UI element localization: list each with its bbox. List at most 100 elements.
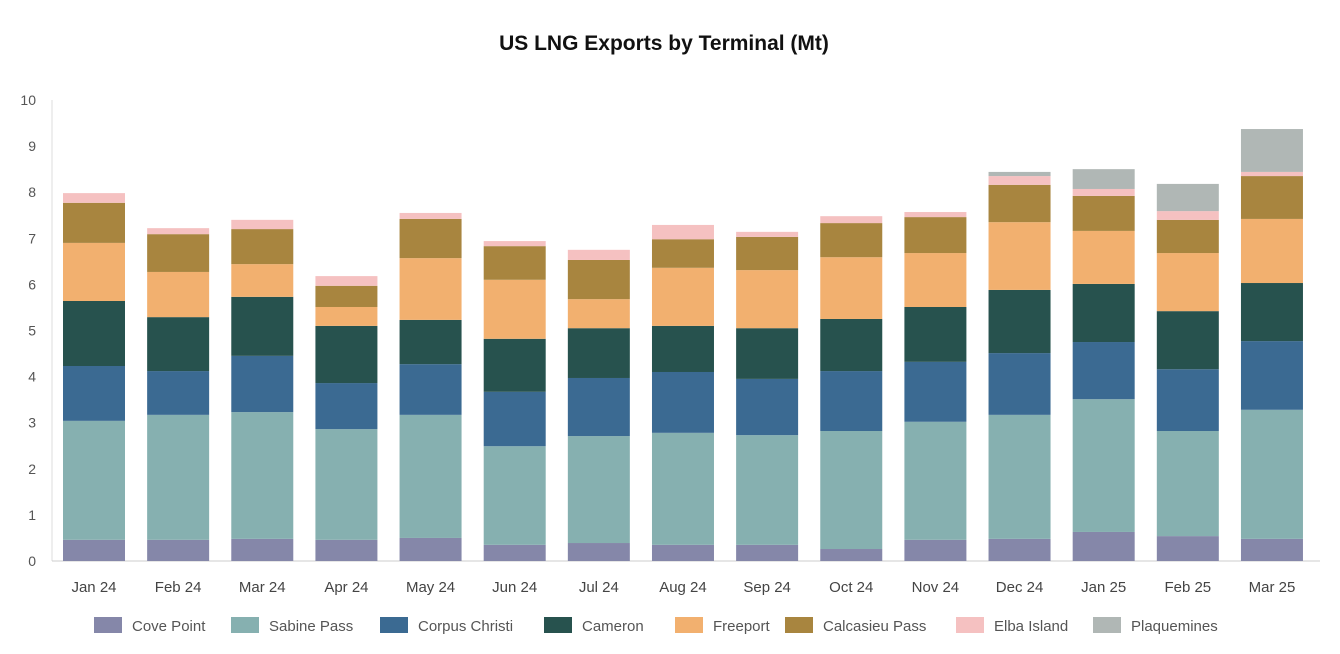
bar-segment-calcasieu-pass[interactable] [399, 218, 462, 259]
bar-segment-calcasieu-pass[interactable] [315, 285, 378, 307]
bar-segment-cameron[interactable] [63, 300, 125, 366]
bar-segment-sabine-pass[interactable] [63, 420, 125, 540]
bar-segment-corpus-christi[interactable] [820, 371, 883, 431]
bar-segment-cameron[interactable] [988, 289, 1051, 354]
bar-segment-sabine-pass[interactable] [651, 432, 714, 545]
bar-segment-elba-island[interactable] [904, 212, 967, 218]
bar-segment-cove-point[interactable] [399, 537, 462, 561]
bar-segment-freeport[interactable] [988, 222, 1051, 290]
bar-segment-cameron[interactable] [483, 338, 546, 392]
bar-segment-cove-point[interactable] [651, 544, 714, 561]
bar-segment-calcasieu-pass[interactable] [231, 229, 294, 265]
bar-segment-cove-point[interactable] [1156, 536, 1219, 561]
bar-segment-elba-island[interactable] [1156, 211, 1219, 220]
bar-segment-calcasieu-pass[interactable] [63, 202, 125, 243]
bar-segment-corpus-christi[interactable] [1240, 341, 1303, 410]
bar-segment-cameron[interactable] [231, 296, 294, 356]
bar-segment-corpus-christi[interactable] [63, 365, 125, 421]
bar-segment-corpus-christi[interactable] [988, 353, 1051, 415]
bar-segment-plaquemines[interactable] [988, 171, 1051, 177]
bar-segment-cameron[interactable] [651, 325, 714, 372]
bar-segment-cove-point[interactable] [483, 544, 546, 561]
bar-segment-elba-island[interactable] [315, 276, 378, 286]
bar-segment-sabine-pass[interactable] [1240, 409, 1303, 539]
bar-segment-freeport[interactable] [820, 257, 883, 319]
bar-segment-freeport[interactable] [1072, 230, 1135, 284]
bar-segment-sabine-pass[interactable] [567, 436, 630, 544]
bar-segment-elba-island[interactable] [1072, 188, 1135, 196]
bar-segment-plaquemines[interactable] [1156, 183, 1219, 212]
bar-segment-sabine-pass[interactable] [904, 421, 967, 540]
bar-segment-cove-point[interactable] [63, 539, 125, 561]
bar-segment-sabine-pass[interactable] [1072, 399, 1135, 532]
bar-segment-cameron[interactable] [736, 328, 799, 379]
bar-segment-cameron[interactable] [1072, 283, 1135, 343]
bar-segment-cameron[interactable] [1156, 311, 1219, 370]
bar-segment-corpus-christi[interactable] [736, 378, 799, 436]
bar-segment-sabine-pass[interactable] [820, 430, 883, 550]
bar-segment-sabine-pass[interactable] [988, 414, 1051, 539]
bar-segment-freeport[interactable] [1240, 218, 1303, 284]
bar-segment-elba-island[interactable] [483, 241, 546, 247]
bar-segment-cameron[interactable] [147, 317, 210, 372]
bar-segment-elba-island[interactable] [736, 231, 799, 237]
bar-segment-cove-point[interactable] [1240, 538, 1303, 561]
bar-segment-freeport[interactable] [567, 299, 630, 329]
bar-segment-cameron[interactable] [904, 306, 967, 362]
bar-segment-calcasieu-pass[interactable] [651, 239, 714, 268]
bar-segment-freeport[interactable] [63, 242, 125, 301]
legend-item[interactable]: Corpus Christi [380, 617, 513, 635]
bar-segment-elba-island[interactable] [147, 228, 210, 235]
bar-segment-calcasieu-pass[interactable] [1156, 219, 1219, 254]
bar-segment-sabine-pass[interactable] [483, 446, 546, 545]
bar-segment-elba-island[interactable] [399, 212, 462, 219]
bar-segment-corpus-christi[interactable] [147, 371, 210, 415]
bar-segment-cove-point[interactable] [1072, 531, 1135, 561]
bar-segment-cove-point[interactable] [315, 539, 378, 561]
bar-segment-calcasieu-pass[interactable] [483, 246, 546, 280]
bar-segment-elba-island[interactable] [651, 224, 714, 240]
bar-segment-elba-island[interactable] [63, 193, 125, 203]
bar-segment-sabine-pass[interactable] [315, 429, 378, 540]
bar-segment-elba-island[interactable] [567, 249, 630, 260]
bar-segment-freeport[interactable] [483, 279, 546, 339]
bar-segment-elba-island[interactable] [231, 219, 294, 230]
bar-segment-cove-point[interactable] [567, 543, 630, 561]
bar-segment-freeport[interactable] [399, 258, 462, 320]
bar-segment-freeport[interactable] [231, 264, 294, 297]
legend-item[interactable]: Elba Island [956, 617, 1068, 635]
bar-segment-cameron[interactable] [315, 325, 378, 384]
bar-segment-cameron[interactable] [567, 328, 630, 378]
bar-segment-calcasieu-pass[interactable] [904, 217, 967, 254]
bar-segment-sabine-pass[interactable] [399, 414, 462, 538]
bar-segment-corpus-christi[interactable] [567, 377, 630, 437]
bar-segment-cove-point[interactable] [904, 539, 967, 561]
bar-segment-sabine-pass[interactable] [147, 414, 210, 540]
bar-segment-plaquemines[interactable] [1240, 129, 1303, 172]
bar-segment-cameron[interactable] [820, 318, 883, 372]
bar-segment-corpus-christi[interactable] [315, 383, 378, 430]
bar-segment-cameron[interactable] [399, 319, 462, 365]
bar-segment-corpus-christi[interactable] [1072, 342, 1135, 400]
bar-segment-cameron[interactable] [1240, 283, 1303, 342]
bar-segment-calcasieu-pass[interactable] [820, 223, 883, 258]
bar-segment-elba-island[interactable] [1240, 171, 1303, 177]
bar-segment-sabine-pass[interactable] [736, 435, 799, 545]
bar-segment-corpus-christi[interactable] [904, 361, 967, 422]
bar-segment-cove-point[interactable] [820, 549, 883, 561]
bar-segment-cove-point[interactable] [736, 544, 799, 561]
bar-segment-sabine-pass[interactable] [1156, 430, 1219, 537]
bar-segment-corpus-christi[interactable] [1156, 369, 1219, 431]
legend-item[interactable]: Cove Point [94, 617, 206, 635]
bar-segment-corpus-christi[interactable] [399, 364, 462, 415]
legend-item[interactable]: Plaquemines [1093, 617, 1218, 635]
bar-segment-elba-island[interactable] [988, 176, 1051, 185]
legend-item[interactable]: Calcasieu Pass [785, 617, 926, 635]
bar-segment-calcasieu-pass[interactable] [567, 259, 630, 300]
legend-item[interactable]: Cameron [544, 617, 644, 635]
bar-segment-cove-point[interactable] [988, 538, 1051, 561]
bar-segment-plaquemines[interactable] [1072, 169, 1135, 189]
bar-segment-freeport[interactable] [1156, 253, 1219, 312]
bar-segment-sabine-pass[interactable] [231, 412, 294, 539]
bar-segment-calcasieu-pass[interactable] [736, 236, 799, 271]
